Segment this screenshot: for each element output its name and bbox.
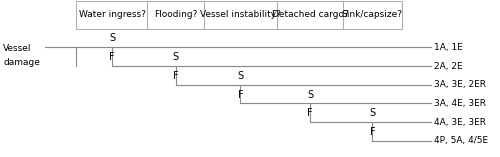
Text: F: F [110,52,115,62]
Bar [148,1,204,29]
Text: Flooding?: Flooding? [154,10,197,19]
Text: 4A, 3E, 3ER: 4A, 3E, 3ER [434,118,486,127]
Text: 3A, 4E, 3ER: 3A, 4E, 3ER [434,99,486,108]
Text: Water ingress?: Water ingress? [78,10,146,19]
Text: S: S [172,52,179,62]
Text: 2A, 2E: 2A, 2E [434,62,462,70]
Text: F: F [308,108,313,118]
Bar [76,1,148,29]
Text: damage: damage [3,58,40,68]
Text: S: S [109,33,116,43]
Text: Detached cargo?: Detached cargo? [272,10,348,19]
Text: Vessel instability?: Vessel instability? [200,10,281,19]
Bar [343,1,402,29]
Text: S: S [370,108,376,118]
Text: 4P, 5A, 4/5E: 4P, 5A, 4/5E [434,136,488,145]
Text: Sink/capsize?: Sink/capsize? [342,10,403,19]
Text: 1A, 1E: 1A, 1E [434,43,462,52]
Text: F: F [370,127,375,137]
Text: F: F [238,89,243,100]
Bar [277,1,343,29]
Bar [204,1,277,29]
Text: S: S [238,71,244,81]
Text: S: S [307,89,314,100]
Text: Vessel: Vessel [3,44,32,53]
Text: 3A, 3E, 2ER: 3A, 3E, 2ER [434,80,486,89]
Text: F: F [173,71,178,81]
